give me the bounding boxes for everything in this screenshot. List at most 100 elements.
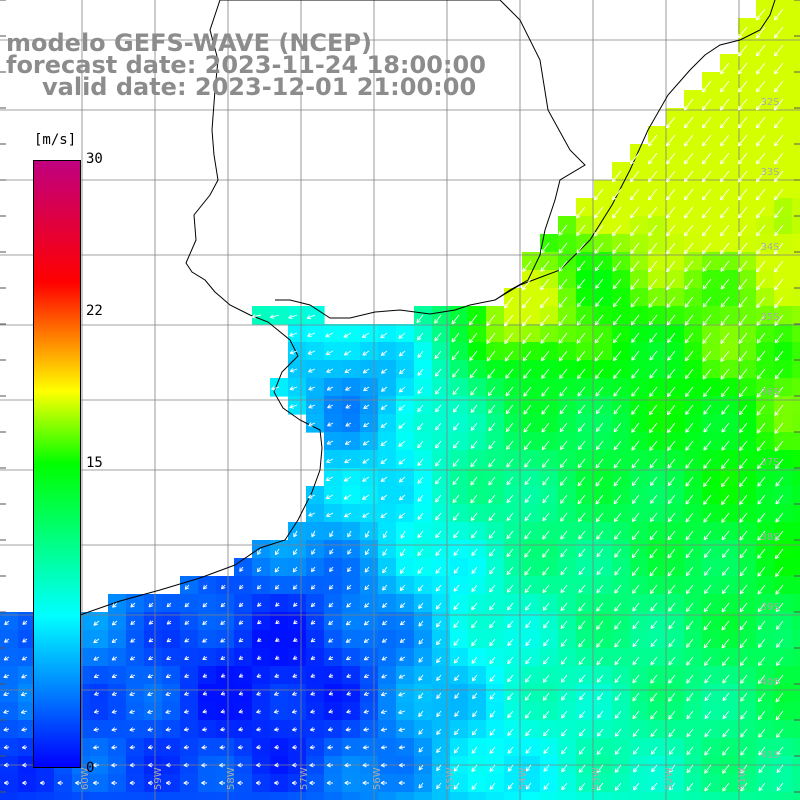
wind-arrow: [454, 674, 460, 682]
wind-arrow: [380, 440, 388, 447]
wind-arrow: [614, 584, 622, 594]
wind-cell: [774, 792, 793, 800]
wind-cell: [792, 558, 800, 577]
wind-arrow: [274, 548, 280, 556]
wind-cell: [252, 702, 271, 721]
wind-arrow: [309, 780, 316, 786]
wind-arrow: [471, 782, 478, 790]
wind-arrow: [238, 638, 244, 643]
wind-arrow: [775, 458, 784, 469]
wind-cell: [792, 738, 800, 757]
wind-arrow: [668, 638, 676, 648]
wind-arrow: [668, 710, 676, 720]
wind-arrow: [685, 512, 694, 523]
wind-arrow: [632, 656, 640, 666]
wind-arrow: [595, 458, 604, 469]
wind-arrow: [291, 780, 298, 786]
wind-arrow: [524, 674, 532, 683]
wind-arrow: [668, 692, 676, 702]
wind-arrow: [611, 170, 622, 183]
wind-arrow: [683, 170, 694, 183]
wind-arrow: [435, 458, 442, 467]
wind-arrow: [614, 692, 622, 701]
wind-cell: [378, 774, 397, 793]
wind-arrow: [3, 709, 10, 714]
wind-cell: [378, 450, 397, 469]
wind-arrow: [701, 224, 712, 237]
wind-arrow: [686, 764, 694, 774]
wind-arrow: [720, 278, 730, 290]
wind-arrow: [93, 673, 100, 678]
wind-cell: [576, 792, 595, 800]
wind-arrow: [776, 782, 784, 792]
wind-arrow: [471, 584, 478, 593]
wind-arrow: [629, 170, 640, 183]
wind-cell: [270, 738, 289, 757]
wind-arrow: [577, 440, 586, 450]
wind-cell: [180, 594, 199, 613]
wind-cell: [396, 684, 415, 703]
wind-cell: [396, 432, 415, 451]
wind-arrow: [629, 206, 640, 219]
wind-cell: [342, 738, 361, 757]
wind-arrow: [614, 782, 622, 791]
wind-arrow: [436, 746, 442, 754]
wind-arrow: [650, 746, 658, 755]
wind-cell: [126, 594, 145, 613]
wind-arrow: [756, 314, 766, 326]
wind-arrow: [561, 764, 568, 773]
wind-arrow: [702, 368, 712, 380]
wind-arrow: [165, 709, 172, 714]
wind-cell: [360, 432, 379, 451]
wind-arrow: [648, 278, 658, 291]
wind-arrow: [451, 314, 460, 325]
wind-arrow: [345, 620, 352, 626]
forecast-date: forecast date: 2023-11-24 18:00:00: [6, 51, 486, 79]
wind-arrow: [543, 728, 550, 737]
wind-arrow: [365, 530, 370, 538]
wind-arrow: [238, 673, 244, 678]
wind-arrow: [775, 656, 784, 666]
wind-arrow: [775, 494, 784, 505]
wind-arrow: [525, 764, 532, 772]
wind-arrow: [274, 566, 280, 573]
wind-cell: [396, 720, 415, 739]
wind-cell: [792, 576, 800, 595]
wind-arrow: [346, 691, 352, 696]
wind-arrow: [614, 728, 622, 737]
wind-arrow: [147, 691, 154, 697]
wind-arrow: [614, 602, 622, 612]
wind-cell: [360, 468, 379, 487]
wind-cell: [360, 648, 379, 667]
wind-cell: [342, 630, 361, 649]
lat-label: 38S: [760, 532, 779, 543]
wind-arrow: [560, 656, 568, 665]
wind-arrow: [739, 494, 748, 505]
wind-cell: [342, 774, 361, 793]
wind-arrow: [418, 674, 424, 681]
wind-arrow: [665, 206, 676, 219]
wind-arrow: [719, 224, 730, 237]
wind-arrow: [504, 350, 514, 362]
wind-cell: [792, 540, 800, 559]
wind-arrow: [703, 512, 712, 523]
wind-arrow: [578, 782, 586, 791]
wind-cell: [792, 774, 800, 793]
wind-arrow: [685, 458, 694, 469]
wind-arrow: [650, 638, 658, 648]
wind-arrow: [720, 350, 730, 362]
wind-arrow: [649, 458, 658, 469]
wind-arrow: [506, 584, 514, 593]
wind-arrow: [398, 476, 406, 483]
wind-arrow: [631, 404, 640, 415]
wind-arrow: [683, 116, 694, 129]
wind-arrow: [631, 440, 640, 451]
wind-arrow: [202, 655, 208, 660]
wind-arrow: [256, 727, 262, 732]
wind-cell: [756, 792, 775, 800]
wind-cell: [324, 648, 343, 667]
wind-arrow: [523, 404, 532, 415]
wind-arrow: [558, 260, 568, 272]
wind-cell: [792, 612, 800, 631]
wind-arrow: [721, 530, 730, 541]
